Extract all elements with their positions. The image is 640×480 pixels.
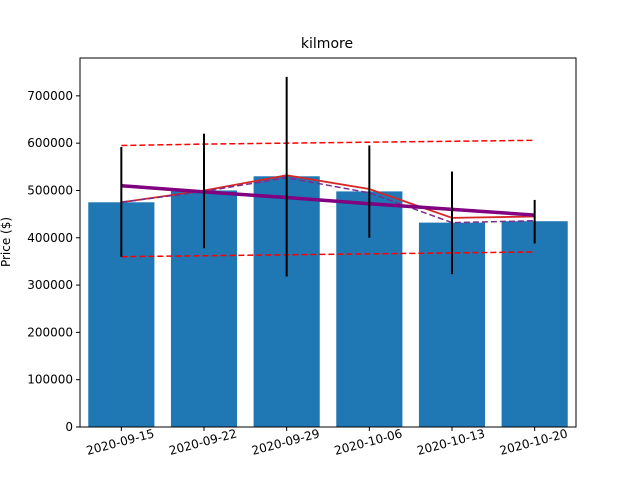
x-tick-label: 2020-09-29 <box>250 426 321 458</box>
y-tick-label: 0 <box>65 420 73 434</box>
y-axis-label: Price ($) <box>0 217 13 267</box>
x-tick-label: 2020-10-06 <box>333 426 404 458</box>
y-tick-label: 300000 <box>27 278 73 292</box>
y-tick-label: 100000 <box>27 373 73 387</box>
y-tick-label: 600000 <box>27 136 73 150</box>
series-line <box>121 176 535 224</box>
x-tick-label: 2020-10-13 <box>415 426 486 458</box>
axes-frame <box>79 57 577 428</box>
y-tick-label: 200000 <box>27 325 73 339</box>
series-line <box>121 183 535 217</box>
chart-title: kilmore <box>301 36 353 52</box>
y-tick-label: 700000 <box>27 89 73 103</box>
x-tick-label: 2020-09-22 <box>167 426 238 458</box>
plot-area: 0 100000 200000 300000 400000 500000 600000 700… <box>27 57 577 458</box>
bar <box>501 221 568 427</box>
y-tick-label: 500000 <box>27 183 73 197</box>
x-tick-label: 2020-09-15 <box>85 426 156 458</box>
series-line <box>121 139 535 147</box>
x-tick-label: 2020-10-20 <box>498 426 569 458</box>
series-line <box>121 251 535 258</box>
y-tick-label: 400000 <box>27 231 73 245</box>
